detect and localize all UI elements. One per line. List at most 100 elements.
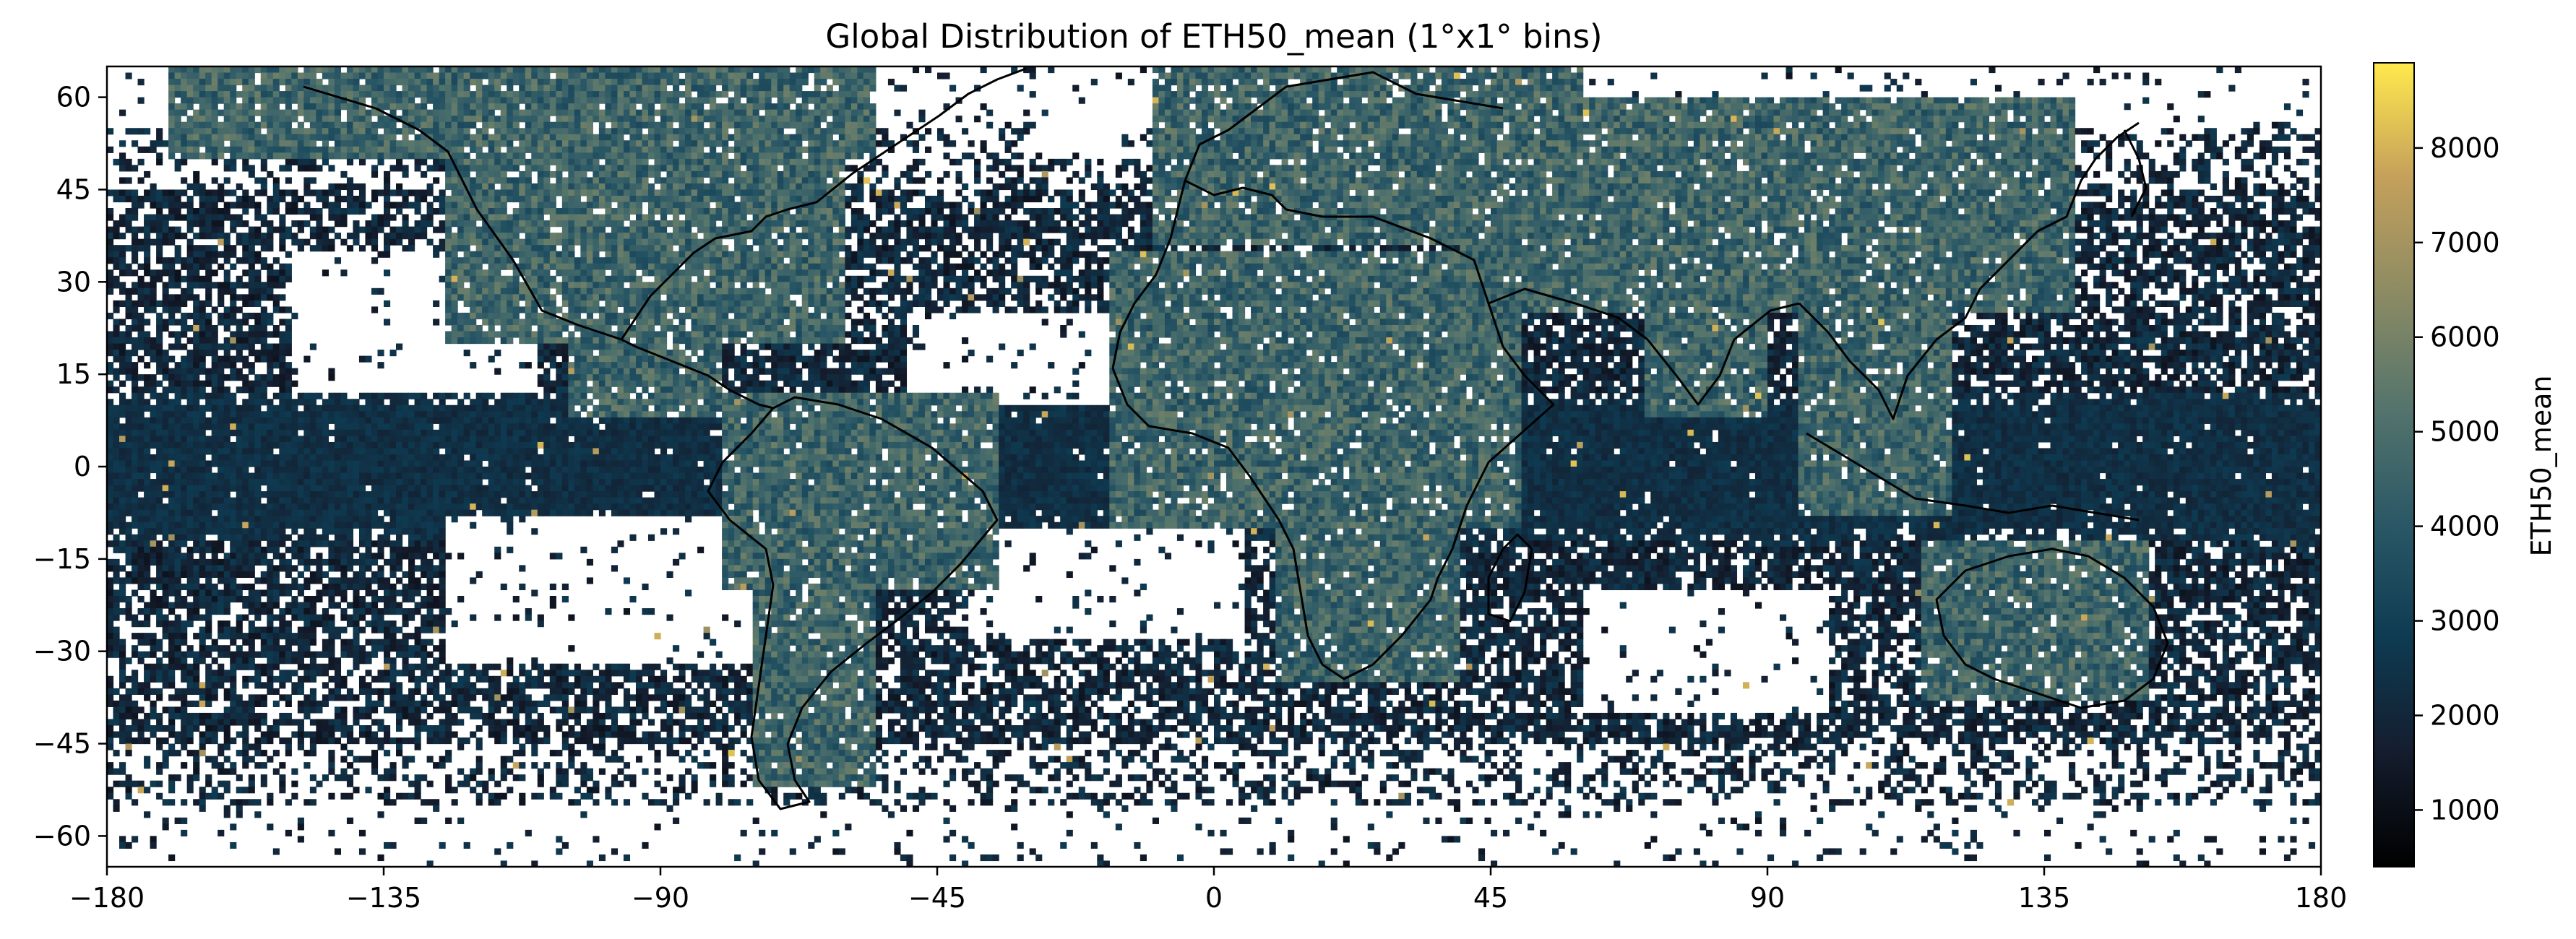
heatmap-cell [181, 121, 188, 129]
heatmap-cell [1214, 72, 1221, 79]
heatmap-cell [1896, 183, 1903, 191]
heatmap-cell [1115, 183, 1122, 191]
heatmap-cell [507, 152, 514, 160]
heatmap-cell [303, 128, 311, 135]
heatmap-cell [408, 72, 415, 79]
heatmap-cell [647, 72, 655, 79]
heatmap-cell [556, 183, 563, 191]
heatmap-cell [1601, 170, 1608, 178]
heatmap-cell [1164, 79, 1172, 86]
heatmap-cell [783, 158, 791, 165]
heatmap-cell [1152, 170, 1159, 178]
heatmap-cell [1275, 165, 1283, 172]
heatmap-cell [181, 103, 188, 111]
heatmap-cell [543, 66, 551, 74]
heatmap-cell [2278, 146, 2285, 153]
heatmap-cell [402, 79, 409, 86]
heatmap-cell [826, 170, 833, 178]
heatmap-cell [279, 116, 286, 123]
heatmap-cell [1349, 91, 1356, 98]
heatmap-cell [389, 121, 397, 129]
heatmap-cell [279, 97, 286, 104]
heatmap-cell [1712, 146, 1719, 153]
heatmap-cell [1484, 72, 1491, 79]
heatmap-cell [384, 128, 391, 135]
heatmap-cell [832, 158, 840, 165]
heatmap-cell [1214, 85, 1221, 92]
heatmap-cell [789, 170, 796, 178]
heatmap-cell [1890, 177, 1897, 184]
heatmap-cell [408, 146, 415, 153]
heatmap-cell [1158, 152, 1166, 160]
heatmap-cell [1214, 66, 1221, 74]
heatmap-cell [1398, 152, 1405, 160]
heatmap-cell [1478, 103, 1486, 111]
heatmap-cell [1343, 66, 1350, 74]
heatmap-cell [1964, 158, 1971, 165]
heatmap-cell [1226, 177, 1233, 184]
heatmap-cell [1957, 109, 1965, 116]
heatmap-cell [635, 128, 643, 135]
heatmap-cell [1589, 79, 1596, 86]
heatmap-cell [525, 85, 532, 92]
heatmap-cell [2222, 183, 2229, 191]
heatmap-cell [1288, 91, 1295, 98]
heatmap-cell [248, 79, 255, 86]
heatmap-cell [673, 72, 680, 79]
heatmap-cell [1742, 140, 1750, 147]
heatmap-cell [1859, 134, 1866, 141]
heatmap-cell [1681, 103, 1688, 111]
heatmap-cell [1754, 152, 1762, 160]
heatmap-cell [230, 140, 237, 147]
heatmap-cell [475, 189, 483, 196]
heatmap-cell [1201, 165, 1209, 172]
heatmap-cell [1749, 121, 1756, 129]
heatmap-cell [850, 66, 858, 74]
heatmap-cell [1810, 158, 1817, 165]
heatmap-cell [1644, 103, 1651, 111]
heatmap-cell [1687, 121, 1694, 129]
heatmap-cell [777, 97, 784, 104]
heatmap-cell [857, 97, 864, 104]
heatmap-cell [629, 152, 637, 160]
heatmap-cell [882, 140, 889, 147]
heatmap-cell [2025, 97, 2033, 104]
heatmap-cell [1097, 177, 1104, 184]
heatmap-cell [267, 72, 274, 79]
heatmap-cell [1293, 177, 1301, 184]
heatmap-cell [642, 170, 649, 178]
heatmap-cell [1700, 170, 1707, 178]
heatmap-cell [482, 134, 489, 141]
heatmap-cell [1687, 165, 1694, 172]
heatmap-cell [808, 128, 815, 135]
heatmap-cell [623, 152, 631, 160]
heatmap-cell [857, 134, 864, 141]
heatmap-cell [1822, 116, 1830, 123]
heatmap-cell [1601, 158, 1608, 165]
heatmap-cell [396, 128, 403, 135]
heatmap-cell [814, 103, 821, 111]
heatmap-cell [309, 177, 316, 184]
heatmap-cell [384, 85, 391, 92]
heatmap-cell [1404, 116, 1411, 123]
heatmap-cell [1374, 116, 1381, 123]
heatmap-cell [1306, 128, 1313, 135]
heatmap-cell [236, 72, 243, 79]
heatmap-cell [734, 134, 741, 141]
heatmap-cell [475, 170, 483, 178]
heatmap-cell [537, 85, 544, 92]
heatmap-cell [666, 109, 673, 116]
heatmap-cell [1841, 158, 1848, 165]
heatmap-cell [1496, 66, 1504, 74]
heatmap-cell [2204, 134, 2211, 141]
heatmap-cell [838, 85, 845, 92]
heatmap-cell [1607, 158, 1614, 165]
heatmap-cell [838, 66, 845, 74]
heatmap-cell [1749, 183, 1756, 191]
heatmap-cell [1761, 134, 1768, 141]
heatmap-cell [236, 183, 243, 191]
heatmap-cell [1004, 183, 1012, 191]
heatmap-cell [1134, 183, 1141, 191]
heatmap-cell [174, 109, 181, 116]
heatmap-cell [1472, 152, 1479, 160]
